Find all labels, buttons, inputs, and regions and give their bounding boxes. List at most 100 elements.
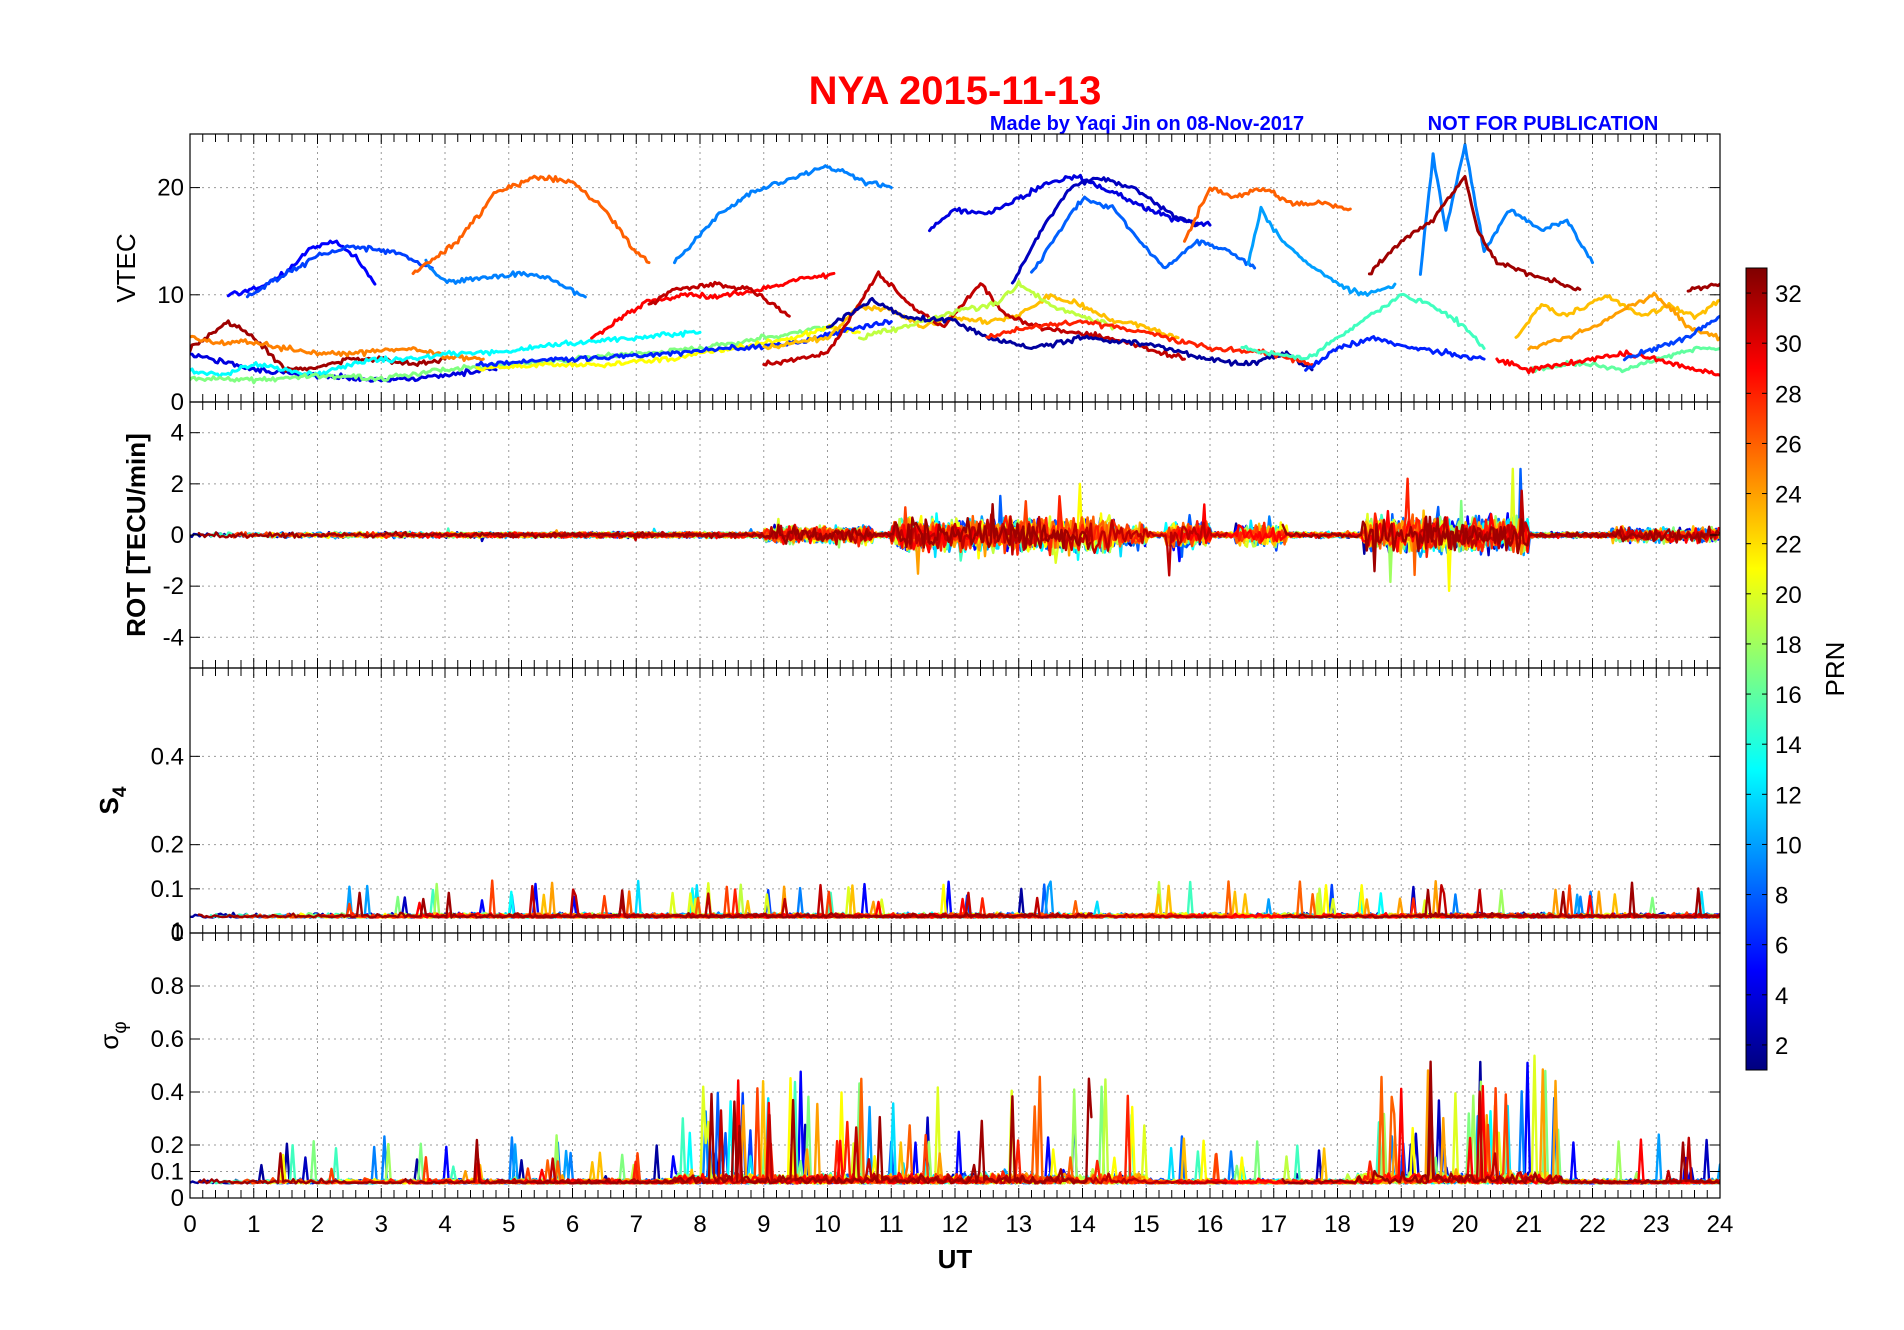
s4-series-prn-32 <box>197 881 1720 919</box>
y-tick-label-extra: 1 <box>171 918 184 945</box>
y-tick-label-sigphi: 0 <box>171 1185 184 1212</box>
x-tick-label: 23 <box>1643 1211 1670 1238</box>
y-tick-label-vtec: 10 <box>157 282 184 309</box>
minor-ticks-vtec <box>189 134 1721 402</box>
s4-series-prn-7 <box>450 883 1504 919</box>
credit-text: Made by Yaqi Jin on 08-Nov-2017 <box>990 113 1304 135</box>
vtec-series-prn-32 <box>1367 175 1582 292</box>
x-tick-label: 0 <box>183 1211 196 1238</box>
vtec-series-prn-8 <box>1030 195 1257 274</box>
sigphi-series-prn-7 <box>450 1092 1504 1185</box>
panel-sigphi: 00.10.2 0.4 0.6 0.8 σφ <box>94 932 1721 1212</box>
x-tick-label: 7 <box>630 1211 643 1238</box>
colorbar-tick-label: 22 <box>1775 532 1802 559</box>
colorbar-label: PRN <box>1820 642 1850 697</box>
vtec-series-prn-10 <box>1246 205 1397 297</box>
vtec-series-prn-13 <box>190 329 702 379</box>
vtec-series-prn-25 <box>190 334 485 362</box>
y-axis-label-s4: S4 <box>94 786 131 814</box>
colorbar-tick-label: 2 <box>1775 1033 1788 1060</box>
x-axis-label: UT <box>938 1244 973 1274</box>
x-tick-label: 19 <box>1388 1211 1415 1238</box>
vtec-series-prn-6 <box>475 318 893 368</box>
vtec-series-prn-29 <box>1495 349 1720 377</box>
y-tick-label-sigphi: 0.4 <box>151 1079 184 1106</box>
vtec-series-prn-26 <box>411 174 651 275</box>
y-tick-label-rot: -4 <box>163 624 184 651</box>
x-tick-label: 21 <box>1515 1211 1542 1238</box>
sigphi-series-prn-10 <box>330 1093 1720 1185</box>
s4-series-prn-31 <box>492 883 1720 919</box>
y-tick-label-s4: 0.4 <box>151 743 184 770</box>
y-tick-label-sigphi: 0.6 <box>151 1026 184 1053</box>
vtec-series-prn-19 <box>857 279 1116 341</box>
y-tick-label-sigphi: 0.8 <box>151 973 184 1000</box>
y-axis-label-rot: ROT [TECU/min] <box>121 433 151 637</box>
vtec-series-prn-23 <box>1514 294 1720 339</box>
colorbar-tick-label: 4 <box>1775 983 1788 1010</box>
x-tick-label: 20 <box>1452 1211 1479 1238</box>
colorbar-tick-label: 24 <box>1775 482 1802 509</box>
x-tick-label: 24 <box>1707 1211 1734 1238</box>
y-tick-label-s4: 0.2 <box>151 832 184 859</box>
colorbar-tick-label: 18 <box>1775 632 1802 659</box>
vtec-series-prn-32 <box>190 319 447 373</box>
colorbar-tick-label: 26 <box>1775 431 1802 458</box>
x-tick-label: 11 <box>879 1211 904 1238</box>
vtec-series-prn-7 <box>245 244 434 299</box>
x-tick-label: 5 <box>502 1211 515 1238</box>
traces-rot <box>190 467 1720 592</box>
colorbar-tick-label: 6 <box>1775 933 1788 960</box>
x-tick-label: 18 <box>1324 1211 1351 1238</box>
panel-s4: 0 0.1 0.2 0.4 1 S4 <box>94 667 1721 947</box>
y-tick-label-rot: -2 <box>163 573 184 600</box>
colorbar-tick-label: 8 <box>1775 883 1788 910</box>
vtec-series-prn-4 <box>928 173 1212 233</box>
chart-title: NYA 2015-11-13 <box>809 69 1102 113</box>
vtec-series-prn-29 <box>590 271 836 340</box>
y-tick-label-rot: 4 <box>171 420 184 447</box>
x-tick-label: 4 <box>438 1211 451 1238</box>
y-axis-label-vtec: VTEC <box>111 233 141 302</box>
minor-ticks-sigphi <box>189 933 1721 1198</box>
vtec-series-prn-31 <box>647 280 791 318</box>
x-tick-label: 10 <box>814 1211 841 1238</box>
vtec-series-prn-9 <box>424 258 587 299</box>
colorbar-tick-label: 10 <box>1775 832 1802 859</box>
vtec-series-prn-5 <box>226 239 377 298</box>
colorbar-tick-label: 20 <box>1775 582 1802 609</box>
x-tick-label: 12 <box>942 1211 969 1238</box>
y-tick-label-rot: 2 <box>171 471 184 498</box>
vtec-series-prn-32 <box>1686 282 1720 293</box>
x-axis: 0 1 2 3 4 5 6 7 8 9 10 11 12 13 14 15 16 17 18 19 20 21 22 23 24 <box>183 1211 1733 1238</box>
rot-series-prn-32 <box>197 503 1720 573</box>
vtec-series-prn-24 <box>1527 291 1720 351</box>
vtec-series-prn-2 <box>826 296 1314 372</box>
y-tick-label-vtec: 0 <box>171 389 184 416</box>
minor-ticks-s4 <box>189 668 1721 933</box>
x-tick-label: 3 <box>375 1211 388 1238</box>
panel-vtec: 0 10 20 VTEC <box>111 133 1721 416</box>
panel-rot: -4 -2 0 2 4 ROT [TECU/min] <box>121 401 1721 669</box>
vtec-series-prn-7 <box>1622 314 1720 362</box>
y-tick-label-rot: 0 <box>171 522 184 549</box>
x-tick-label: 1 <box>247 1211 260 1238</box>
x-tick-label: 16 <box>1197 1211 1224 1238</box>
y-axis-label-sigphi: σφ <box>94 1021 131 1049</box>
vtec-series-prn-15 <box>1240 292 1486 361</box>
vtec-series-prn-31 <box>762 270 1186 367</box>
vtec-series-prn-23 <box>762 293 1180 351</box>
vtec-series-prn-9 <box>1418 143 1594 276</box>
colorbar-tick-label: 12 <box>1775 782 1802 809</box>
y-tick-label-sigphi: 0.2 <box>151 1132 184 1159</box>
vtec-series-prn-3 <box>1010 176 1199 285</box>
notice-text: NOT FOR PUBLICATION <box>1428 113 1659 135</box>
x-tick-label: 6 <box>566 1211 579 1238</box>
traces-sigphi <box>190 1054 1720 1185</box>
s4-series-prn-10 <box>330 880 1720 919</box>
s4-series-prn-26 <box>526 880 1421 919</box>
colorbar-tick-label: 32 <box>1775 281 1802 308</box>
minor-ticks-rot <box>189 402 1721 668</box>
